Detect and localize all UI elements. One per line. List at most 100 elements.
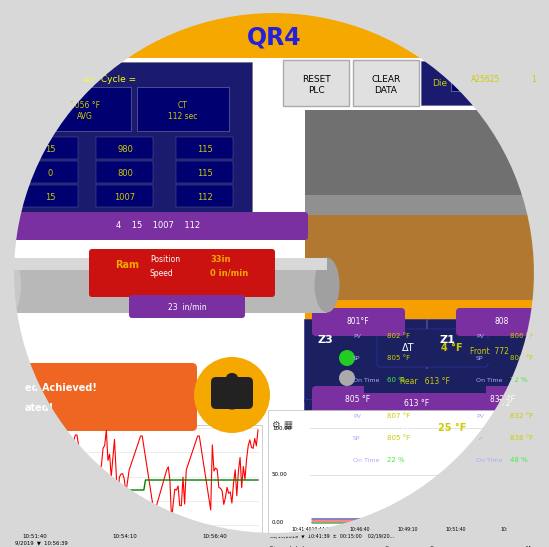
Text: 806 °F: 806 °F bbox=[510, 333, 533, 339]
Text: 25 °F: 25 °F bbox=[438, 423, 466, 433]
FancyBboxPatch shape bbox=[96, 185, 153, 207]
Text: 50.00: 50.00 bbox=[272, 473, 288, 478]
Text: 1007: 1007 bbox=[114, 194, 136, 202]
FancyBboxPatch shape bbox=[12, 62, 252, 237]
Text: 10:46:40: 10:46:40 bbox=[350, 527, 370, 532]
Text: On Time: On Time bbox=[476, 377, 502, 382]
Text: PV: PV bbox=[353, 414, 361, 418]
FancyBboxPatch shape bbox=[39, 87, 131, 131]
Text: 10:51:40: 10:51:40 bbox=[446, 527, 466, 532]
Circle shape bbox=[12, 11, 536, 535]
Text: Front  772: Front 772 bbox=[469, 346, 508, 356]
Text: 60 %: 60 % bbox=[387, 377, 405, 383]
FancyBboxPatch shape bbox=[176, 137, 233, 159]
Text: 10:54:10: 10:54:10 bbox=[113, 534, 137, 539]
Text: Z2: Z2 bbox=[440, 415, 456, 425]
Text: ΔT: ΔT bbox=[402, 423, 414, 433]
Ellipse shape bbox=[226, 373, 238, 383]
Text: On Time: On Time bbox=[476, 457, 502, 463]
Text: 808: 808 bbox=[495, 317, 509, 327]
Text: 807 °F: 807 °F bbox=[387, 413, 410, 419]
Text: 801°F: 801°F bbox=[346, 317, 369, 327]
Circle shape bbox=[194, 357, 270, 433]
Text: 805 °F: 805 °F bbox=[345, 395, 371, 404]
Text: On Time: On Time bbox=[353, 457, 379, 463]
FancyBboxPatch shape bbox=[305, 195, 545, 215]
FancyBboxPatch shape bbox=[176, 161, 233, 183]
Text: 613 °F: 613 °F bbox=[405, 399, 429, 408]
Text: 33in: 33in bbox=[210, 255, 231, 265]
Circle shape bbox=[462, 450, 478, 466]
Text: 10:51:40: 10:51:40 bbox=[23, 534, 47, 539]
FancyBboxPatch shape bbox=[129, 295, 245, 318]
Text: 112: 112 bbox=[197, 194, 213, 202]
FancyBboxPatch shape bbox=[283, 60, 349, 106]
Ellipse shape bbox=[225, 403, 239, 410]
Text: 10:41:4010:44:10: 10:41:4010:44:10 bbox=[292, 527, 333, 532]
Text: 15: 15 bbox=[45, 146, 55, 154]
FancyBboxPatch shape bbox=[304, 319, 426, 401]
Text: ated!: ated! bbox=[25, 403, 54, 413]
FancyBboxPatch shape bbox=[312, 386, 405, 414]
FancyBboxPatch shape bbox=[10, 6, 539, 58]
FancyBboxPatch shape bbox=[371, 389, 464, 417]
Text: 0 in/min: 0 in/min bbox=[210, 269, 248, 277]
Text: 4 °F: 4 °F bbox=[441, 343, 463, 353]
FancyBboxPatch shape bbox=[353, 60, 419, 106]
FancyBboxPatch shape bbox=[268, 410, 543, 540]
Text: SP: SP bbox=[476, 435, 484, 440]
Text: Rear   613 °F: Rear 613 °F bbox=[400, 376, 450, 386]
FancyBboxPatch shape bbox=[21, 137, 78, 159]
Text: A25625: A25625 bbox=[471, 75, 501, 84]
Text: 22 %: 22 % bbox=[387, 457, 405, 463]
Text: 48 %: 48 % bbox=[510, 457, 528, 463]
Text: RESET
PLC: RESET PLC bbox=[302, 75, 330, 95]
FancyBboxPatch shape bbox=[458, 389, 549, 417]
Circle shape bbox=[339, 450, 355, 466]
Text: Speed: Speed bbox=[150, 269, 173, 277]
FancyBboxPatch shape bbox=[176, 185, 233, 207]
FancyBboxPatch shape bbox=[268, 542, 546, 547]
FancyBboxPatch shape bbox=[522, 69, 546, 91]
FancyBboxPatch shape bbox=[427, 399, 549, 481]
Text: 10:56:40: 10:56:40 bbox=[203, 534, 227, 539]
FancyBboxPatch shape bbox=[137, 87, 229, 131]
Text: 802 °F: 802 °F bbox=[387, 333, 410, 339]
Text: Z3: Z3 bbox=[317, 335, 333, 345]
FancyBboxPatch shape bbox=[7, 212, 308, 240]
Circle shape bbox=[339, 430, 355, 446]
FancyBboxPatch shape bbox=[364, 369, 486, 393]
Text: On Time: On Time bbox=[353, 377, 379, 382]
Text: 1: 1 bbox=[531, 75, 536, 84]
Circle shape bbox=[462, 430, 478, 446]
FancyBboxPatch shape bbox=[305, 210, 545, 300]
Text: QR4: QR4 bbox=[247, 26, 301, 50]
Text: 832 °F: 832 °F bbox=[510, 413, 533, 419]
FancyBboxPatch shape bbox=[96, 137, 153, 159]
Circle shape bbox=[339, 370, 355, 386]
Text: 4    15    1007    112: 4 15 1007 112 bbox=[116, 222, 200, 230]
FancyBboxPatch shape bbox=[305, 300, 545, 410]
Text: 800: 800 bbox=[117, 170, 133, 178]
FancyBboxPatch shape bbox=[304, 399, 426, 481]
FancyBboxPatch shape bbox=[268, 542, 546, 547]
Circle shape bbox=[462, 350, 478, 366]
Text: ⚙ ▦: ⚙ ▦ bbox=[272, 420, 293, 430]
FancyBboxPatch shape bbox=[89, 249, 275, 297]
Text: Die: Die bbox=[432, 79, 447, 89]
Text: 1056 °F
AVG: 1056 °F AVG bbox=[70, 101, 100, 121]
FancyBboxPatch shape bbox=[377, 329, 488, 367]
Text: 772: 772 bbox=[497, 399, 511, 408]
FancyBboxPatch shape bbox=[427, 319, 549, 401]
Text: PV: PV bbox=[476, 414, 484, 418]
Text: CT
112 sec: CT 112 sec bbox=[169, 101, 198, 121]
Text: 832 °F: 832 °F bbox=[490, 395, 514, 404]
FancyBboxPatch shape bbox=[312, 308, 405, 336]
Text: PV: PV bbox=[353, 334, 361, 339]
Ellipse shape bbox=[315, 258, 339, 312]
Text: 10:49:10: 10:49:10 bbox=[397, 527, 418, 532]
Text: ΔT: ΔT bbox=[402, 343, 414, 353]
Text: 23  in/min: 23 in/min bbox=[167, 302, 206, 311]
Circle shape bbox=[339, 350, 355, 366]
Text: 806 °F: 806 °F bbox=[510, 355, 533, 361]
